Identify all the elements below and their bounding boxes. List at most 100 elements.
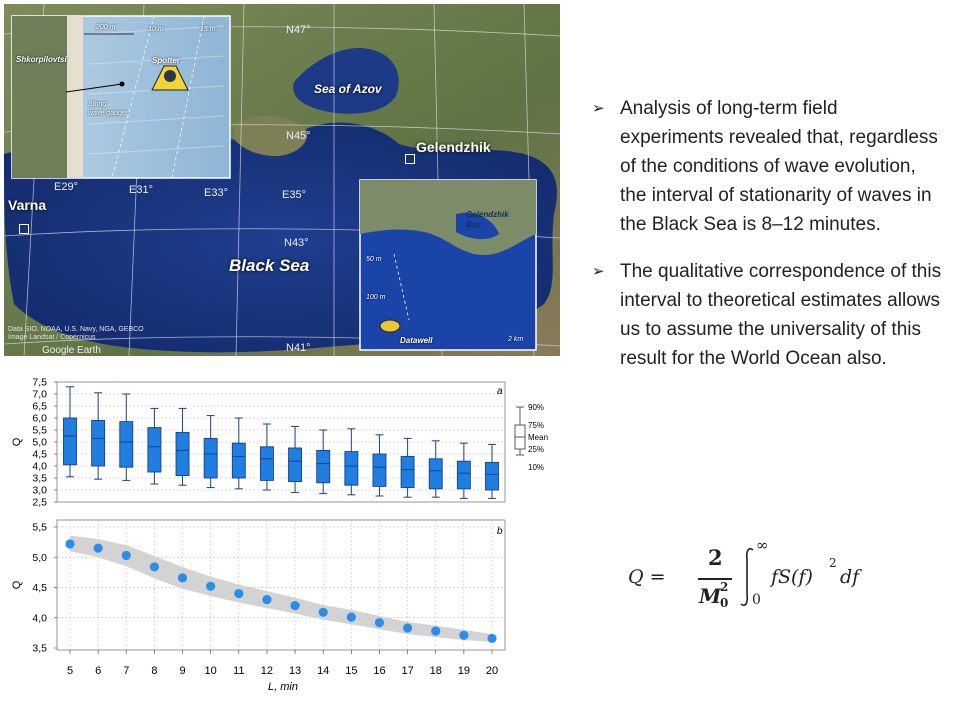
panel-b-label: b bbox=[497, 526, 503, 537]
map-credits: Data SIO, NOAA, U.S. Navy, NGA, GEBCO Im… bbox=[8, 326, 144, 341]
coord-n45: N45° bbox=[286, 130, 311, 142]
varna-marker bbox=[19, 224, 29, 234]
datawell-label: Datawell bbox=[400, 336, 433, 345]
black-sea-map: Varna Gelendzhik Sea of Azov Black Sea N… bbox=[4, 4, 560, 356]
coord-n43: N43° bbox=[284, 237, 309, 249]
y-tick-label: 2,5 bbox=[32, 497, 47, 509]
panel-b-yticks: 3,5 4,0 4,5 5,0 5,5 bbox=[32, 522, 57, 655]
varna-label: Varna bbox=[8, 197, 47, 213]
box bbox=[456, 460, 471, 490]
depth-50m-label: 50 m bbox=[366, 256, 382, 263]
panel-b-ylabel: Q bbox=[11, 580, 23, 589]
legend-75: 75% bbox=[528, 421, 544, 430]
x-tick-label: 6 bbox=[95, 665, 101, 677]
x-tick-label: 11 bbox=[233, 665, 244, 677]
bullet-item: ➢ Analysis of long-term field experiment… bbox=[592, 94, 942, 239]
coord-e35: E35° bbox=[282, 189, 306, 201]
x-tick-label: 9 bbox=[179, 665, 185, 677]
y-tick-label: 7,0 bbox=[32, 389, 47, 401]
coord-n41: N41° bbox=[286, 342, 311, 354]
x-axis-label: L, min bbox=[268, 681, 298, 693]
y-tick-label: 5,0 bbox=[32, 437, 47, 449]
legend-10: 10% bbox=[528, 463, 544, 472]
box bbox=[288, 447, 303, 483]
data-point bbox=[121, 550, 131, 561]
panel-b-xticks: 5 6 7 8 9 10 11 12 13 14 15 16 17 18 19 20 bbox=[67, 650, 498, 677]
legend-90: 90% bbox=[528, 403, 544, 412]
data-point bbox=[318, 607, 328, 617]
formula-den-sup: 2 bbox=[720, 580, 729, 594]
formula-integrand: fS(f) bbox=[771, 566, 813, 588]
box bbox=[316, 449, 331, 484]
integral-upper: ∞ bbox=[756, 536, 769, 554]
confidence-band bbox=[70, 535, 492, 642]
data-point bbox=[487, 633, 497, 643]
x-tick-label: 5 bbox=[67, 665, 73, 677]
x-tick-label: 14 bbox=[317, 665, 329, 677]
data-point bbox=[93, 543, 103, 553]
box bbox=[119, 421, 134, 468]
formula-power: 2 bbox=[829, 556, 837, 570]
formula-df: df bbox=[840, 566, 860, 588]
panel-a-boxes bbox=[63, 386, 499, 499]
y-tick-label: 3,5 bbox=[32, 473, 47, 485]
x-tick-label: 7 bbox=[123, 665, 129, 677]
y-tick-label: 6,0 bbox=[32, 413, 47, 425]
data-point bbox=[177, 573, 188, 583]
formula-lhs: Q = bbox=[628, 566, 666, 588]
panel-a-label: a bbox=[497, 386, 503, 397]
y-tick-label: 5,5 bbox=[32, 522, 47, 534]
gelendzhik-label: Gelendzhik bbox=[416, 139, 491, 155]
shkorpilovtsi-label: Shkorpilovtsi bbox=[16, 55, 67, 64]
black-sea-label: Black Sea bbox=[229, 256, 310, 275]
x-tick-label: 20 bbox=[486, 665, 498, 677]
x-tick-label: 13 bbox=[289, 665, 301, 677]
sea-of-azov-label: Sea of Azov bbox=[314, 82, 382, 96]
x-tick-label: 16 bbox=[373, 665, 385, 677]
x-tick-label: 10 bbox=[205, 665, 217, 677]
panel-a-ylabel: Q bbox=[11, 437, 23, 446]
box bbox=[175, 431, 190, 477]
string-gauge-label: String wave gauge bbox=[88, 101, 126, 117]
crimea-landmass bbox=[234, 115, 308, 157]
arrow-bullet-icon: ➢ bbox=[592, 100, 605, 117]
y-tick-label: 7,5 bbox=[32, 377, 47, 389]
map-graphic bbox=[4, 4, 560, 356]
bullet-text: Analysis of long-term field experiments … bbox=[620, 98, 938, 235]
data-point bbox=[346, 612, 356, 622]
bullet-text: The qualitative correspondence of this i… bbox=[620, 261, 942, 369]
formula-numerator: 2 bbox=[708, 545, 723, 570]
integral-sign-icon bbox=[740, 547, 754, 607]
data-point bbox=[234, 588, 244, 599]
y-tick-label: 6,5 bbox=[32, 401, 47, 413]
data-point bbox=[431, 626, 441, 636]
x-tick-label: 8 bbox=[151, 665, 157, 677]
coord-n47: N47° bbox=[286, 24, 311, 36]
x-tick-label: 18 bbox=[430, 665, 442, 677]
fraction-bar bbox=[698, 578, 732, 580]
depth-15m-label: 15 m bbox=[200, 26, 216, 33]
depth-100m-label: 100 m bbox=[366, 294, 386, 301]
box bbox=[400, 455, 415, 489]
y-tick-label: 4,0 bbox=[32, 461, 47, 473]
box bbox=[259, 446, 274, 481]
data-point bbox=[290, 601, 300, 611]
panel-a-yticks: 2,53,03,54,04,55,05,56,06,57,07,5 bbox=[32, 377, 57, 509]
box bbox=[63, 417, 77, 466]
x-tick-label: 12 bbox=[261, 665, 273, 677]
q-formula: Q = 2 M 2 0 ∞ 0 fS(f) 2 df bbox=[626, 536, 886, 620]
google-earth-label: Google Earth bbox=[42, 345, 101, 356]
bullet-item: ➢ The qualitative correspondence of this… bbox=[592, 257, 942, 373]
depth-10m-label: 10 m bbox=[148, 26, 164, 33]
formula-denominator: M bbox=[699, 584, 722, 608]
data-point bbox=[459, 630, 469, 640]
gelendzhik-marker bbox=[405, 154, 415, 164]
box bbox=[91, 419, 106, 467]
y-tick-label: 4,0 bbox=[32, 612, 47, 624]
y-tick-label: 4,5 bbox=[32, 582, 47, 594]
inset-gelendzhik bbox=[359, 179, 537, 351]
y-tick-label: 3,0 bbox=[32, 485, 47, 497]
legend-25: 25% bbox=[528, 445, 544, 454]
stationarity-chart: 2,53,03,54,04,55,05,56,06,57,07,5 Q a 90… bbox=[11, 377, 548, 694]
y-tick-label: 3,5 bbox=[32, 643, 47, 655]
